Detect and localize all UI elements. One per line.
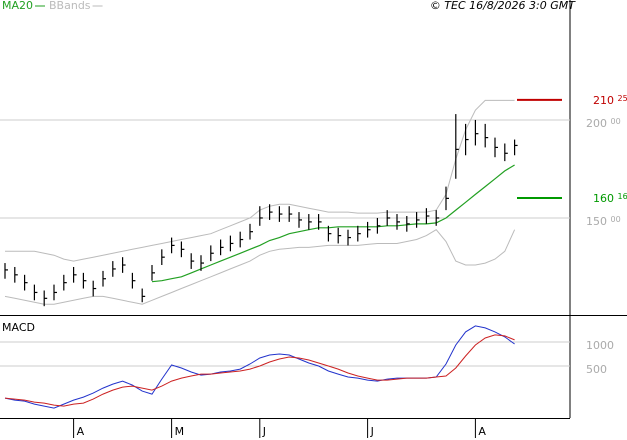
x-tick-label: A: [478, 425, 486, 438]
x-tick-label: M: [175, 425, 185, 438]
ma-line: [151, 164, 515, 283]
y-tick-label: 200 00: [586, 116, 621, 130]
legend-label: BBands: [49, 0, 91, 12]
legend-label: MA20: [2, 0, 33, 12]
x-tick-label: J: [262, 425, 266, 438]
macd-line: [4, 334, 515, 407]
level-label: 160 16: [593, 192, 627, 206]
bband-lower: [4, 229, 516, 305]
level-label: 210 25: [593, 93, 627, 107]
credit: © TEC 16/8/2026 3:0 GMT: [430, 0, 576, 12]
y-tick-label: 500: [586, 363, 607, 376]
macd-title: MACD: [2, 321, 35, 334]
y-tick-label: 1000: [586, 339, 614, 352]
x-tick-label: J: [370, 425, 374, 438]
y-tick-label: 150 00: [586, 214, 621, 228]
x-tick-label: A: [77, 425, 85, 438]
